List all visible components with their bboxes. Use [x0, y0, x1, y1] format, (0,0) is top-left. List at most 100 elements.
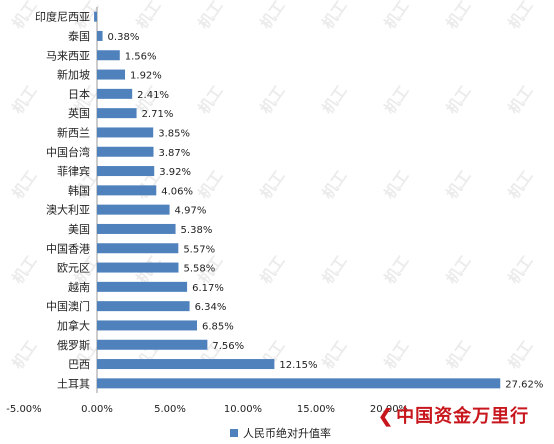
watermark-text: 机工 — [505, 252, 537, 287]
bar — [97, 127, 154, 138]
category-label: 欧元区 — [57, 262, 90, 275]
watermark-text: 机工 — [443, 337, 475, 372]
x-axis-tick-labels: -5.00% 0.00% 5.00% 10.00% 15.00% 20.00% — [6, 404, 408, 415]
data-label: 4.97% — [175, 206, 207, 217]
bar — [97, 166, 155, 177]
x-tick-label: 20.00% — [370, 404, 408, 415]
category-label: 新加坡 — [57, 68, 90, 82]
data-label: 2.41% — [137, 90, 169, 101]
bar — [97, 339, 208, 350]
watermark-text: 机工 — [505, 0, 537, 32]
legend-label: 人民币绝对升值率 — [243, 427, 331, 440]
category-label: 新西兰 — [57, 125, 90, 139]
watermark-text: 机工 — [443, 0, 475, 32]
x-tick-label: 5.00% — [154, 404, 186, 415]
data-label: 12.15% — [279, 360, 317, 371]
data-label: 6.17% — [192, 283, 224, 294]
x-tick-label: 10.00% — [224, 404, 262, 415]
logo-text: 中国资金万里行 — [396, 406, 530, 427]
brand-logo: ❮ 中国资金万里行 — [378, 402, 529, 428]
bar — [97, 243, 179, 254]
bars-group — [94, 11, 501, 389]
data-label: 5.57% — [183, 244, 215, 255]
watermark-text: 机工 — [133, 0, 165, 32]
watermark-text: 机工 — [505, 82, 537, 117]
bar — [97, 301, 190, 312]
watermark-text: 机工 — [443, 252, 475, 287]
bar — [97, 108, 137, 119]
bar — [97, 262, 179, 273]
category-label: 土耳其 — [57, 377, 90, 390]
category-label: 菲律宾 — [57, 164, 90, 178]
watermark-text: 机工 — [9, 82, 41, 117]
watermark-text: 机工 — [505, 167, 537, 202]
data-label: 6.34% — [195, 302, 227, 313]
watermark-text: 机工 — [381, 167, 413, 202]
category-label: 中国台湾 — [46, 145, 90, 159]
watermark-text: 机工 — [505, 337, 537, 372]
data-label: 3.85% — [158, 128, 190, 139]
watermark-text: 机工 — [257, 82, 289, 117]
data-label: 1.56% — [125, 51, 157, 62]
watermark-text: 机工 — [9, 337, 41, 372]
category-label: 英国 — [68, 106, 90, 120]
watermark-text: 机工 — [443, 167, 475, 202]
watermark-text: 机工 — [9, 167, 41, 202]
category-label: 印度尼西亚 — [35, 10, 90, 24]
bar — [97, 320, 198, 331]
data-label: 0.38% — [108, 32, 140, 43]
watermark-text: 机工 — [195, 167, 227, 202]
x-tick-label: 15.00% — [297, 404, 335, 415]
category-label: 中国香港 — [46, 242, 90, 255]
watermark-text: 机工 — [257, 0, 289, 32]
category-label: 美国 — [68, 223, 90, 236]
x-tick-label: -5.00% — [6, 404, 41, 415]
watermark-text: 机工 — [381, 252, 413, 287]
legend: 人民币绝对升值率 — [230, 425, 331, 441]
data-label: 5.38% — [181, 225, 213, 236]
data-label: 27.62% — [505, 379, 543, 390]
logo-icon: ❮ — [378, 406, 395, 427]
x-tick-label: 0.00% — [81, 404, 113, 415]
watermark-text: 机工 — [319, 167, 351, 202]
bar — [97, 204, 170, 215]
bar — [97, 146, 154, 157]
watermark-text: 机工 — [257, 167, 289, 202]
bar — [97, 378, 501, 389]
watermark-text: 机工 — [381, 337, 413, 372]
data-label: 3.87% — [159, 148, 191, 159]
data-label: 4.06% — [161, 186, 193, 197]
bar — [97, 359, 275, 370]
data-label: 3.92% — [159, 167, 191, 178]
category-label: 加拿大 — [57, 318, 90, 332]
data-label: 5.58% — [183, 264, 215, 275]
value-labels: 0.38% 1.56% 1.92% 2.41% 2.71% 3.85% 3.87% 3.92%… — [108, 32, 544, 390]
watermark-text: 机工 — [195, 82, 227, 117]
data-label: 1.92% — [130, 71, 162, 82]
category-label: 澳大利亚 — [46, 203, 90, 217]
bar — [94, 11, 97, 22]
data-label: 6.85% — [202, 321, 234, 332]
category-label: 俄罗斯 — [57, 339, 90, 352]
legend-swatch — [230, 429, 238, 437]
watermark-text: 机工 — [319, 0, 351, 32]
watermark-text: 机工 — [319, 337, 351, 372]
category-label: 泰国 — [68, 29, 90, 43]
watermark-text: 机工 — [381, 0, 413, 32]
category-labels: 印度尼西亚泰国马来西亚新加坡日本英国新西兰中国台湾菲律宾韩国澳大利亚美国中国香港… — [35, 10, 90, 391]
data-label: 2.71% — [142, 109, 174, 120]
category-label: 日本 — [68, 87, 90, 101]
category-label: 韩国 — [68, 183, 90, 197]
watermark-text: 机工 — [257, 252, 289, 287]
watermark-text: 机工 — [381, 82, 413, 117]
category-label: 巴西 — [68, 358, 90, 371]
bar — [97, 69, 126, 80]
category-label: 越南 — [68, 280, 90, 294]
bar — [97, 223, 176, 234]
category-label: 马来西亚 — [46, 49, 90, 62]
watermark-text: 机工 — [195, 0, 227, 32]
watermark-text: 机工 — [319, 82, 351, 117]
watermark-text: 机工 — [9, 252, 41, 287]
watermark-text: 机工 — [443, 82, 475, 117]
